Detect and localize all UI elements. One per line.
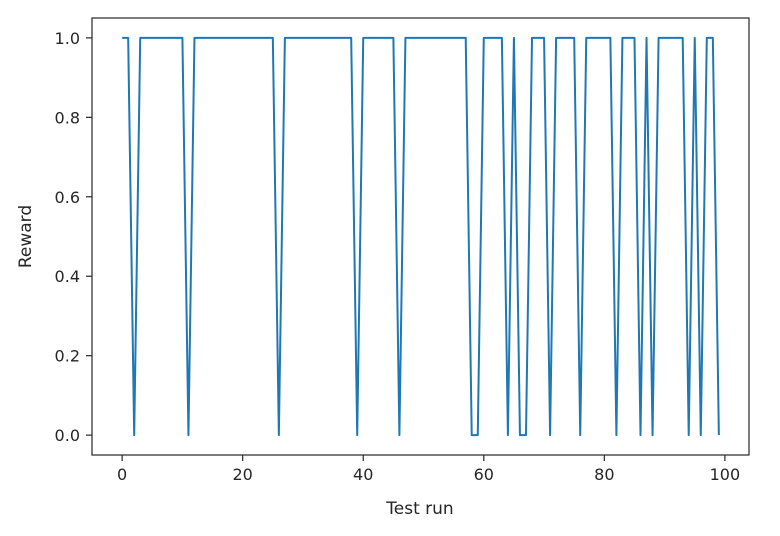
y-axis-label: Reward bbox=[16, 205, 36, 268]
x-axis-label: Test run bbox=[385, 499, 453, 519]
x-tick-label: 40 bbox=[353, 465, 373, 484]
y-tick-label: 0.0 bbox=[55, 426, 80, 445]
series-line-0 bbox=[122, 36, 720, 437]
x-ticks: 0 20 40 60 80 100 bbox=[117, 455, 740, 484]
y-tick-label: 0.4 bbox=[55, 267, 80, 286]
plot-frame bbox=[91, 17, 750, 456]
y-tick-label: 0.6 bbox=[55, 188, 80, 207]
y-tick-label: 1.0 bbox=[55, 29, 80, 48]
series-layer bbox=[122, 36, 720, 437]
y-ticks: 0.0 0.2 0.4 0.6 0.8 1.0 bbox=[55, 29, 92, 445]
x-tick-label: 20 bbox=[233, 465, 253, 484]
x-tick-label: 60 bbox=[474, 465, 494, 484]
x-tick-label: 80 bbox=[594, 465, 614, 484]
x-tick-label: 100 bbox=[710, 465, 741, 484]
y-tick-label: 0.8 bbox=[55, 108, 80, 127]
x-tick-label: 0 bbox=[117, 465, 127, 484]
y-tick-label: 0.2 bbox=[55, 347, 80, 366]
